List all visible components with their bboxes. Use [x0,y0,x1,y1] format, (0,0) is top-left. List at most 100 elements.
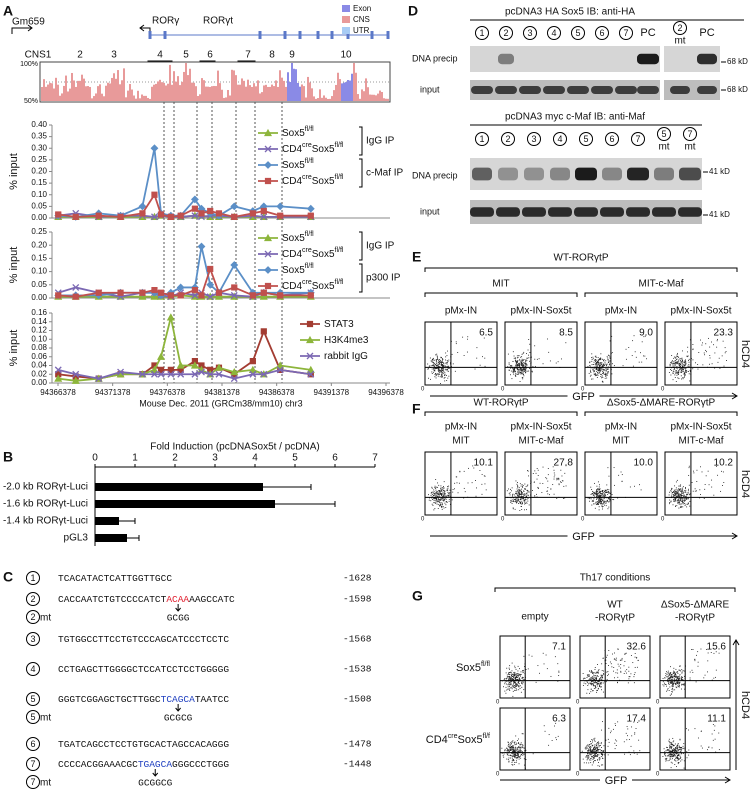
flow-dot [606,657,607,658]
conservation-bar [311,88,313,101]
flow-dot [440,505,441,506]
flow-dot [509,364,510,365]
flow-dot [594,747,595,748]
flow-dot [599,745,600,746]
flow-dot [668,671,669,672]
flow-dot [599,500,600,501]
flow-dot [554,494,555,495]
legend-label: Sox5fl/fl [282,158,314,170]
flow-dot [612,654,613,655]
flow-dot [523,733,524,734]
flow-dot [592,357,593,358]
flow-dot [442,362,443,363]
flow-dot [599,359,600,360]
flow-dot [703,677,704,678]
flow-dot [689,362,690,363]
flow-dot [679,501,680,502]
flow-dot [441,365,442,366]
flow-dot [434,370,435,371]
flow-dot [606,365,607,366]
flow-dot [669,372,670,373]
flow-dot [524,484,525,485]
data-point [55,212,61,218]
flow-dot [599,683,600,684]
flow-dot [686,506,687,507]
conservation-bar [303,86,305,101]
flow-dot [587,685,588,686]
flow-dot [521,504,522,505]
flow-dot [616,745,617,746]
flow-dot [676,672,677,673]
flow-dot [508,489,509,490]
flow-dot [675,493,676,494]
flow-dot [711,480,712,481]
flow-dot [666,747,667,748]
flow-dot [663,681,664,682]
y-tick-label: 0.20 [31,167,47,176]
sequence-part: TCAGCA [161,694,196,705]
flow-dot [436,354,437,355]
bracket [495,588,735,592]
sequence: TCACATACTCATTGGTTGCC [58,573,172,584]
flow-dot [588,762,589,763]
flow-dot [688,730,689,731]
flow-dot [596,368,597,369]
flow-dot [683,378,684,379]
conservation-bar [135,99,137,101]
flow-dot [595,364,596,365]
flow-dot [534,470,535,471]
conservation-bar [93,96,95,101]
flow-dot [694,659,695,660]
flow-dot [686,370,687,371]
flow-dot [677,363,678,364]
flow-dot [589,693,590,694]
data-point [73,214,79,220]
flow-dot [435,373,436,374]
flow-dot [527,495,528,496]
conservation-bar [331,96,333,101]
flow-dot [686,356,687,357]
flow-dot [596,673,597,674]
flow-dot [506,690,507,691]
conservation-bar [387,99,389,101]
flow-dot [589,759,590,760]
bracket [425,412,577,416]
flow-dot [585,748,586,749]
flow-dot [607,369,608,370]
exon [299,31,302,39]
flow-dot [708,471,709,472]
conservation-bar [299,87,301,101]
flow-dot [672,683,673,684]
flow-dot [443,499,444,500]
legend-label: CD4creSox5fl/fl [282,142,344,154]
flow-dot [608,498,609,499]
flow-dot [598,676,599,677]
flow-dot [587,756,588,757]
flow-dot [674,689,675,690]
flow-dot [685,499,686,500]
flow-dot [606,370,607,371]
flow-dot [710,358,711,359]
conservation-bar [63,86,65,101]
conservation-bar [191,83,193,101]
flow-dot [675,675,676,676]
flow-dot [689,506,690,507]
sequence-part: TCACATACTCATTGGTTGCC [58,573,172,584]
flow-dot [598,673,599,674]
flow-dot [442,489,443,490]
flow-dot [684,373,685,374]
flow-dot [673,668,674,669]
header: Th17 conditions [580,573,651,584]
flow-dot [602,494,603,495]
flow-dot [439,490,440,491]
flow-dot [524,494,525,495]
flow-dot [591,494,592,495]
flow-dot [592,745,593,746]
flow-dot [603,504,604,505]
flow-dot [688,489,689,490]
flow-dot [718,362,719,363]
flow-dot [684,671,685,672]
flow-dot [599,358,600,359]
flow-dot [428,378,429,379]
flow-dot [622,474,623,475]
